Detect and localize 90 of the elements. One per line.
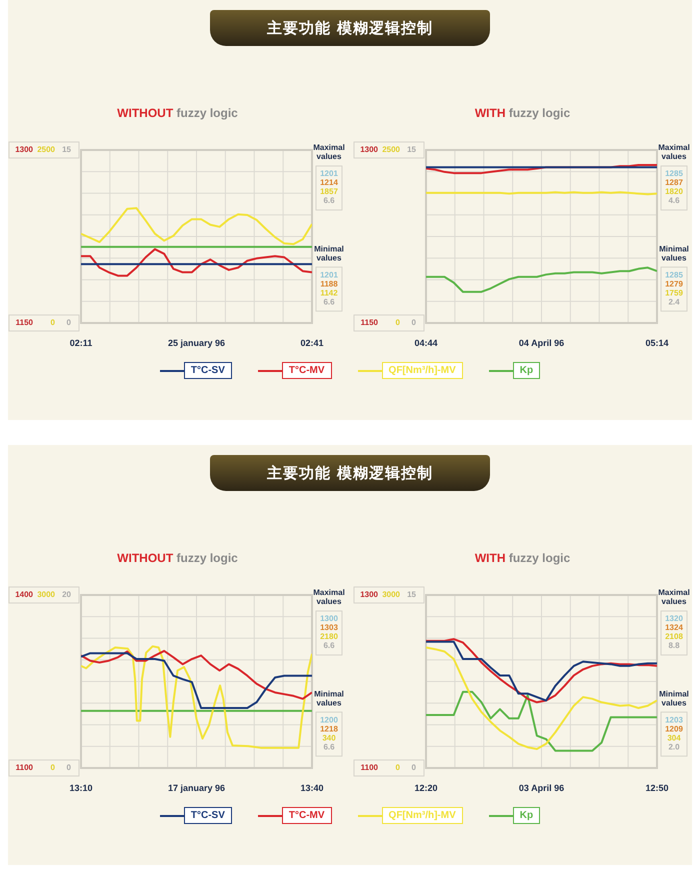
text: Maximal values [658, 588, 690, 606]
text: 主要功能 模糊逻辑控制 [210, 455, 490, 491]
text: 304 [667, 733, 682, 742]
y3-tick-label: 15 [407, 145, 417, 154]
text: 1759 [665, 288, 684, 298]
x-tick-label: 05:14 [645, 338, 669, 348]
legend-label: T°C-MV [282, 362, 332, 379]
legend-label: Kp [512, 362, 540, 379]
x-tick-label: 04:44 [414, 338, 438, 348]
text: 2180 [320, 632, 338, 642]
y2-tick-label: 0 [396, 318, 401, 328]
x-tick-label: 02:41 [300, 338, 324, 348]
text: 1324 [665, 623, 684, 632]
x-axis-title: 04 April 96 [518, 338, 564, 348]
text: 1303 [320, 623, 338, 632]
text: 1203 [665, 715, 684, 724]
text: 6.6 [323, 641, 336, 650]
y2-tick-label: 2500 [37, 145, 56, 154]
text: 6.6 [323, 196, 336, 206]
y3-tick-label: 0 [412, 763, 417, 772]
y-tick-label: 1400 [15, 590, 34, 600]
y2-tick-label: 3000 [382, 590, 401, 600]
x-tick-label: 02:11 [70, 338, 92, 348]
y2-tick-label: 2500 [382, 145, 401, 154]
y2-tick-label: 0 [50, 763, 56, 772]
text: 4.6 [668, 196, 680, 206]
text: Minimal values [659, 244, 689, 262]
y3-tick-label: 15 [62, 145, 72, 154]
text: 1300 [320, 614, 338, 624]
x-tick-label: 13:10 [69, 782, 93, 793]
legend-label: QF[Nm³/h]-MV [382, 807, 463, 824]
text: 8.8 [668, 641, 680, 650]
x-axis-title: 03 April 96 [518, 782, 564, 793]
legend-label: T°C-MV [282, 807, 332, 824]
text: 1201 [320, 169, 338, 178]
text: 2108 [665, 632, 684, 642]
chart-subtitle: WITHOUT fuzzy logic [116, 106, 239, 120]
text: 1820 [665, 187, 684, 196]
text: 1279 [665, 279, 684, 288]
y-tick-label: 1150 [16, 318, 34, 328]
legend-label: Kp [512, 807, 540, 824]
y-tick-label: 1100 [360, 763, 379, 772]
text: 1857 [320, 187, 338, 196]
text: 1285 [665, 169, 684, 178]
y2-tick-label: 0 [396, 763, 401, 772]
y-tick-label: 1300 [15, 145, 34, 154]
text: Minimal values [314, 244, 344, 262]
x-tick-label: 12:50 [645, 782, 669, 793]
y2-tick-label: 0 [50, 318, 56, 328]
legend-label: T°C-SV [184, 807, 232, 824]
text: Minimal values [314, 689, 344, 708]
text: 6.6 [323, 742, 336, 752]
text: 1214 [320, 178, 338, 188]
text: 1200 [320, 715, 338, 724]
x-axis-title: 17 january 96 [168, 782, 226, 793]
text: Maximal values [313, 143, 345, 162]
legend-label: T°C-SV [184, 362, 232, 379]
text: Maximal values [313, 588, 345, 606]
text: 2.0 [668, 742, 680, 752]
text: 2.4 [668, 297, 680, 306]
y3-tick-label: 15 [407, 590, 417, 600]
x-tick-label: 12:20 [414, 782, 438, 793]
legend-label: QF[Nm³/h]-MV [382, 362, 463, 379]
y3-tick-label: 0 [66, 318, 72, 328]
text: 1201 [320, 270, 338, 280]
text: 1209 [665, 724, 684, 734]
text: 主要功能 模糊逻辑控制 [210, 10, 490, 46]
x-tick-label: 13:40 [300, 782, 324, 793]
text: Maximal values [658, 143, 690, 162]
x-axis-title: 25 january 96 [168, 338, 226, 348]
text: 1142 [320, 288, 338, 298]
text: 6.6 [323, 297, 336, 306]
text: 1287 [665, 178, 684, 188]
text: 340 [322, 733, 336, 742]
chart-subtitle: WITHOUT fuzzy logic [116, 551, 239, 565]
text: 1218 [320, 724, 338, 734]
y3-tick-label: 20 [62, 590, 72, 600]
chart-subtitle: WITH fuzzy logic [474, 551, 572, 565]
y-tick-label: 1100 [16, 763, 34, 772]
text: Minimal values [659, 689, 689, 708]
text: 1285 [665, 270, 684, 280]
chart-subtitle: WITH fuzzy logic [474, 106, 572, 120]
y-tick-label: 1300 [360, 145, 379, 154]
y2-tick-label: 3000 [37, 590, 56, 600]
y3-tick-label: 0 [66, 763, 72, 772]
y-tick-label: 1300 [360, 590, 379, 600]
y3-tick-label: 0 [412, 318, 417, 328]
y-tick-label: 1150 [360, 318, 379, 328]
text: 1188 [320, 279, 338, 288]
text: 1320 [665, 614, 684, 624]
